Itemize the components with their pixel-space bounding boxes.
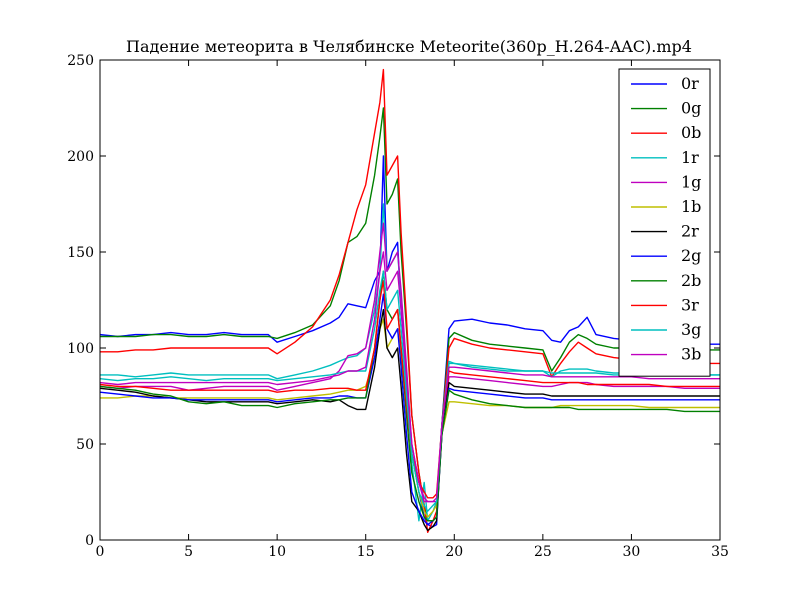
- legend: 0r 0g 0b 1r 1g 1b 2r 2g 2b 3r 3g 3b: [618, 68, 711, 377]
- y-tick-label: 200: [67, 149, 94, 165]
- legend-frame: [618, 68, 711, 377]
- legend-label-0b: 0b: [681, 123, 701, 142]
- y-tick-label: 50: [76, 437, 94, 453]
- x-tick-label: 20: [445, 544, 463, 560]
- plot-frame: [99, 59, 721, 541]
- y-tick-label: 100: [67, 341, 94, 357]
- series-line-2g: [100, 293, 720, 526]
- legend-label-3g: 3g: [681, 320, 701, 339]
- x-tick-label: 35: [711, 544, 729, 560]
- series-line-3b: [100, 251, 720, 503]
- y-tick-label: 150: [67, 245, 94, 261]
- x-tick-label: 15: [357, 544, 375, 560]
- series-line-0b: [100, 68, 720, 533]
- x-tick-label: 0: [96, 544, 105, 560]
- legend-label-0g: 0g: [681, 99, 701, 118]
- series-line-3g: [100, 270, 720, 512]
- legend-label-1r: 1r: [681, 148, 699, 167]
- x-tick-label: 25: [534, 544, 552, 560]
- legend-label-0r: 0r: [681, 74, 699, 93]
- x-tick-label: 5: [184, 544, 193, 560]
- series-layer: [100, 68, 720, 533]
- legend-label-3r: 3r: [681, 295, 699, 314]
- legend-label-2g: 2g: [681, 246, 701, 265]
- x-tick-label: 10: [268, 544, 286, 560]
- series-line-2r: [100, 308, 720, 532]
- legend-label-2r: 2r: [681, 222, 699, 241]
- chart-title: Падение метеорита в Челябинске Meteorite…: [126, 37, 692, 56]
- legend-label-2b: 2b: [681, 271, 701, 290]
- legend-label-1g: 1g: [681, 172, 701, 191]
- legend-label-3b: 3b: [681, 345, 701, 364]
- legend-label-1b: 1b: [681, 197, 701, 216]
- axis-ticks: 0 5 10 15 20 25 30 35 0 50 100 150 200 250: [67, 53, 729, 560]
- y-tick-label: 250: [67, 53, 94, 69]
- x-tick-label: 30: [623, 544, 641, 560]
- y-tick-label: 0: [85, 533, 94, 549]
- series-line-2b: [100, 270, 720, 522]
